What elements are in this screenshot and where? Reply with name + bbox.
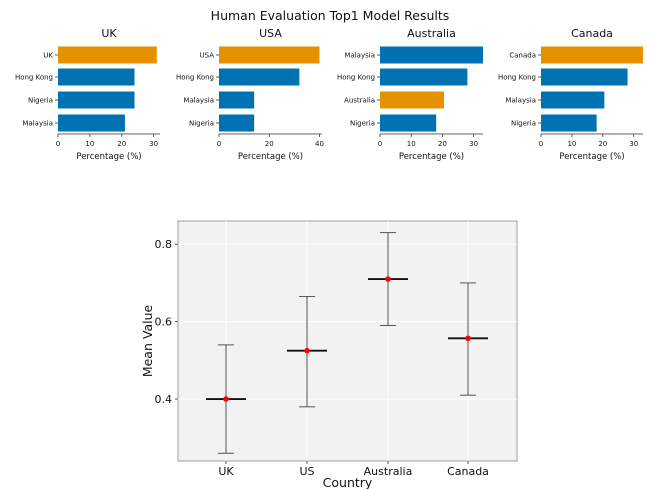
bar	[541, 46, 643, 64]
x-tick-label: 20	[598, 140, 607, 148]
bar	[219, 46, 320, 64]
y-tick-label: Nigeria	[511, 120, 536, 128]
y-tick-label: Malaysia	[22, 120, 53, 128]
panel-title: USA	[259, 27, 282, 40]
y-axis-label: Mean Value	[140, 305, 155, 378]
x-tick-label: 0	[217, 140, 221, 148]
x-tick-label: 20	[265, 140, 274, 148]
y-tick-label: Hong Kong	[15, 74, 53, 82]
x-tick-label: 10	[85, 140, 94, 148]
x-axis-label: Percentage (%)	[76, 152, 141, 162]
bar	[58, 68, 135, 86]
mean-point	[304, 347, 310, 354]
bar	[219, 114, 255, 132]
bar	[219, 91, 255, 109]
y-tick-label: Nigeria	[350, 120, 375, 128]
bar	[58, 46, 157, 64]
mean-point	[223, 396, 229, 402]
x-tick-label: 10	[567, 140, 576, 148]
y-tick-label: 0.4	[155, 393, 173, 406]
panel-title: Australia	[407, 27, 456, 40]
bar-panels: UK UK Hong Kong Nigeria Malaysia 0 10 20 30 Perce…	[15, 27, 643, 162]
bar	[380, 91, 444, 109]
y-tick-label: Hong Kong	[498, 74, 536, 82]
y-tick-label: 0.8	[155, 238, 173, 251]
y-tick-label: Malaysia	[344, 52, 375, 60]
x-tick-label: 0	[56, 140, 60, 148]
panel-title: Canada	[571, 27, 613, 40]
x-tick-label: 30	[149, 140, 158, 148]
bar	[219, 68, 300, 86]
x-tick-label: 10	[407, 140, 416, 148]
x-tick-label: Australia	[364, 465, 413, 478]
x-tick-label: 0	[539, 140, 543, 148]
bar	[380, 46, 483, 64]
x-tick-label: UK	[218, 465, 234, 478]
bar	[541, 91, 605, 109]
y-tick-label: USA	[200, 52, 215, 60]
mean-point	[385, 276, 391, 282]
bar	[58, 91, 135, 109]
x-tick-label: 0	[378, 140, 382, 148]
x-tick-label: 40	[315, 140, 324, 148]
bar-panel: Canada Canada Hong Kong Malaysia Nigeria 0 10 2…	[498, 27, 643, 162]
plot-area	[177, 220, 518, 462]
y-tick-label: Hong Kong	[337, 74, 375, 82]
y-tick-label: Malaysia	[505, 97, 536, 105]
y-tick-label: Canada	[509, 52, 536, 60]
bar	[541, 68, 628, 86]
x-axis-label: Country	[323, 475, 373, 489]
bar	[541, 114, 597, 132]
mean-point	[465, 335, 471, 342]
x-tick-label: US	[299, 465, 314, 478]
x-tick-label: Canada	[447, 465, 489, 478]
y-tick-label: UK	[43, 52, 53, 60]
x-tick-label: 20	[438, 140, 447, 148]
x-tick-label: 30	[629, 140, 638, 148]
x-tick-label: 30	[469, 140, 478, 148]
error-panel: UK US Australia Canada 0.4 0.6 0.8 Country Mean …	[140, 220, 518, 489]
y-tick-label: Australia	[344, 97, 375, 105]
y-tick-label: Nigeria	[28, 97, 53, 105]
bar-panel: Australia Malaysia Hong Kong Australia Niger…	[337, 27, 483, 162]
y-tick-label: 0.6	[155, 316, 173, 329]
x-axis-label: Percentage (%)	[238, 152, 303, 162]
bar	[380, 68, 468, 86]
y-tick-label: Nigeria	[189, 120, 214, 128]
x-tick-label: 20	[117, 140, 126, 148]
bar-panel: USA USA Hong Kong Malaysia Nigeria 0 20 40 Perce…	[176, 27, 324, 162]
x-axis-label: Percentage (%)	[399, 152, 464, 162]
figure-title: Human Evaluation Top1 Model Results	[211, 8, 450, 23]
x-axis-label: Percentage (%)	[559, 152, 624, 162]
y-tick-label: Hong Kong	[176, 74, 214, 82]
bar	[380, 114, 437, 132]
bar-panel: UK UK Hong Kong Nigeria Malaysia 0 10 20 30 Perce…	[15, 27, 160, 162]
bar	[58, 114, 125, 132]
y-tick-label: Malaysia	[183, 97, 214, 105]
panel-title: UK	[101, 27, 117, 40]
